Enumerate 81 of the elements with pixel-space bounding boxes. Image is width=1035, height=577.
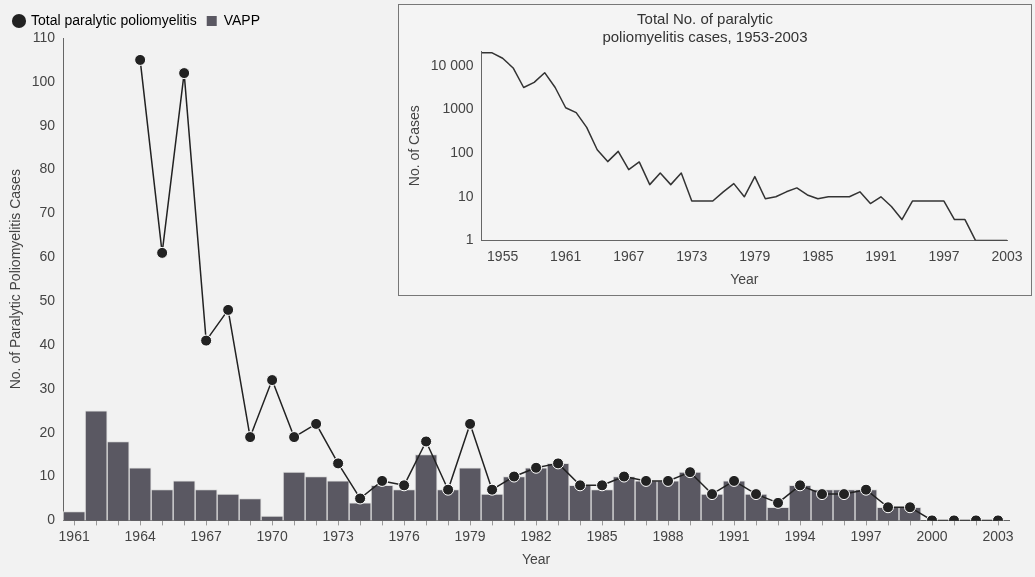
point — [794, 479, 807, 492]
x-tick-label: 1964 — [124, 527, 156, 544]
x-tick-label: 1961 — [550, 247, 582, 264]
point — [464, 417, 477, 430]
x-tick-label: 1970 — [256, 527, 288, 544]
legend-label: VAPP — [223, 11, 261, 28]
point — [684, 466, 697, 479]
legend-label: Total paralytic poliomyelitis — [31, 11, 197, 28]
x-tick-label: 2003 — [991, 247, 1023, 264]
point — [552, 457, 565, 470]
x-tick-label: 1991 — [865, 247, 897, 264]
y-tick-label: 10 — [458, 187, 474, 204]
x-tick-label: 1982 — [520, 527, 552, 544]
point — [134, 53, 147, 66]
x-axis-title: Year — [730, 271, 759, 288]
x-tick-label: 1967 — [613, 247, 645, 264]
point — [420, 435, 433, 448]
y-tick-label: 20 — [39, 423, 56, 440]
x-axis-title: Year — [521, 551, 551, 568]
x-tick-label: 1961 — [58, 527, 90, 544]
point — [288, 431, 301, 444]
point — [618, 470, 631, 483]
x-tick-label: 1973 — [676, 247, 708, 264]
y-tick-label: 1 — [465, 231, 474, 248]
x-tick-label: 1991 — [718, 527, 750, 544]
x-tick-label: 1985 — [802, 247, 834, 264]
point — [332, 457, 345, 470]
point — [200, 334, 213, 347]
point — [486, 483, 499, 496]
point — [860, 483, 873, 496]
point — [222, 303, 235, 316]
y-tick-label: 90 — [39, 116, 56, 133]
y-tick-label: 60 — [39, 248, 56, 265]
y-tick-label: 100 — [31, 72, 56, 89]
y-tick-label: 110 — [32, 28, 56, 45]
point — [376, 474, 389, 487]
point — [728, 474, 741, 487]
point — [508, 470, 521, 483]
x-tick-label: 2000 — [916, 527, 948, 544]
x-tick-label: 1967 — [190, 527, 222, 544]
x-tick-label: 1997 — [928, 247, 960, 264]
point — [706, 488, 719, 501]
x-tick-label: 1985 — [586, 527, 618, 544]
y-tick-label: 10 000 — [430, 56, 474, 73]
point — [662, 474, 675, 487]
point — [442, 483, 455, 496]
point — [750, 488, 763, 501]
y-tick-label: 50 — [39, 291, 56, 308]
x-tick-label: 2003 — [982, 527, 1014, 544]
point — [574, 479, 587, 492]
y-tick-label: 40 — [39, 335, 56, 352]
x-tick-label: 1976 — [388, 527, 420, 544]
point — [640, 474, 653, 487]
point — [816, 488, 829, 501]
point — [398, 479, 411, 492]
x-tick-label: 1979 — [739, 247, 771, 264]
y-tick-label: 100 — [450, 144, 474, 161]
point — [178, 67, 191, 80]
x-tick-label: 1973 — [322, 527, 354, 544]
point — [266, 374, 279, 387]
x-tick-label: 1979 — [454, 527, 486, 544]
x-tick-label: 1994 — [784, 527, 816, 544]
y-tick-label: 30 — [39, 379, 56, 396]
point — [156, 246, 169, 259]
x-tick-label: 1997 — [850, 527, 882, 544]
point — [354, 492, 367, 505]
y-tick-label: 0 — [47, 511, 56, 528]
point — [596, 479, 609, 492]
x-tick-label: 1955 — [487, 247, 519, 264]
y-axis-title: No. of Paralytic Poliomyelitis Cases — [7, 169, 24, 390]
y-axis-title: No. of Cases — [406, 105, 423, 187]
point — [310, 417, 323, 430]
point — [244, 431, 257, 444]
point — [838, 488, 851, 501]
y-tick-label: 1000 — [442, 100, 474, 117]
y-tick-label: 10 — [39, 467, 56, 484]
y-tick-label: 80 — [39, 160, 56, 177]
y-tick-label: 70 — [39, 204, 56, 221]
x-tick-label: 1988 — [652, 527, 684, 544]
point — [530, 461, 543, 474]
chart-title: Total No. of paralytic poliomyelitis cases, 1953-2003 — [602, 10, 808, 46]
